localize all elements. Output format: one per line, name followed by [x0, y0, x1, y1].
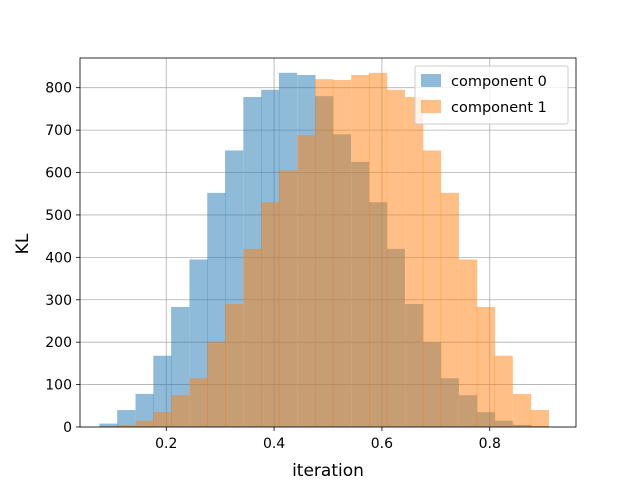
histogram-bar-component-1: [440, 192, 459, 427]
histogram-bar-component-1: [476, 306, 496, 427]
x-tick-label: 0.4: [263, 436, 285, 452]
histogram-bar-component-1: [405, 97, 424, 427]
histogram-bar-component-1: [117, 424, 136, 427]
x-axis-title: iteration: [292, 461, 364, 480]
histogram-bar-component-1: [386, 89, 406, 427]
histogram-bar-component-0: [99, 423, 118, 427]
histogram-bar-component-1: [99, 426, 118, 427]
histogram-bar-component-1: [225, 304, 244, 427]
histogram-bar-component-0: [117, 410, 136, 427]
histogram-bar-component-1: [512, 393, 532, 427]
histogram-bar-component-0: [153, 355, 172, 427]
plot-frame: [79, 57, 577, 428]
y-tick-label: 600: [45, 166, 72, 182]
histogram-bar-component-1: [171, 395, 190, 427]
x-tick-label: 0.6: [371, 436, 393, 452]
legend-label-component-1: component 1: [451, 100, 547, 116]
histogram-bar-component-1: [459, 259, 478, 427]
x-tick-label: 0.2: [155, 436, 177, 452]
y-axis-title: KL: [13, 233, 33, 254]
legend-swatch-component-0: [421, 74, 441, 87]
legend: component 0 component 1: [414, 65, 569, 125]
axes-border: [79, 57, 577, 428]
legend-label-component-0: component 0: [451, 74, 547, 90]
histogram-bar-component-1: [153, 412, 172, 427]
histogram-bar-component-1: [368, 72, 388, 428]
y-tick-label: 500: [45, 208, 72, 224]
y-tick-label: 100: [45, 378, 72, 394]
histogram-bar-component-1: [261, 202, 280, 427]
x-axis-ticks: 0.2 0.4 0.6 0.8: [155, 427, 501, 452]
histogram-bar-component-1: [189, 378, 208, 427]
legend-swatch-component-1: [421, 100, 441, 113]
y-tick-label: 0: [63, 420, 72, 436]
histogram-bar-component-1: [207, 342, 226, 427]
histogram-bar-component-1: [351, 74, 370, 427]
legend-box: [414, 65, 569, 125]
histogram-bar-component-1: [494, 355, 513, 427]
y-tick-label: 200: [45, 335, 72, 351]
y-axis-ticks: 0 100 200 300 400 500 600 700 800: [45, 81, 80, 436]
histogram-bar-component-1: [530, 410, 549, 427]
y-tick-label: 400: [45, 250, 72, 266]
histogram-bar-component-1: [278, 170, 298, 427]
histogram-bar-component-1: [422, 150, 442, 427]
histogram-bar-component-1: [297, 135, 316, 427]
histogram-bar-component-1: [243, 248, 262, 427]
histogram-bar-component-1: [135, 420, 154, 427]
histogram-bar-component-0: [135, 393, 154, 427]
y-tick-label: 800: [45, 81, 72, 97]
y-tick-label: 700: [45, 123, 72, 139]
series-component-1-bars: [99, 72, 549, 428]
y-tick-label: 300: [45, 293, 72, 309]
histogram-bar-component-1: [315, 79, 334, 427]
histogram-bar-component-1: [332, 80, 352, 427]
x-tick-label: 0.8: [479, 436, 501, 452]
